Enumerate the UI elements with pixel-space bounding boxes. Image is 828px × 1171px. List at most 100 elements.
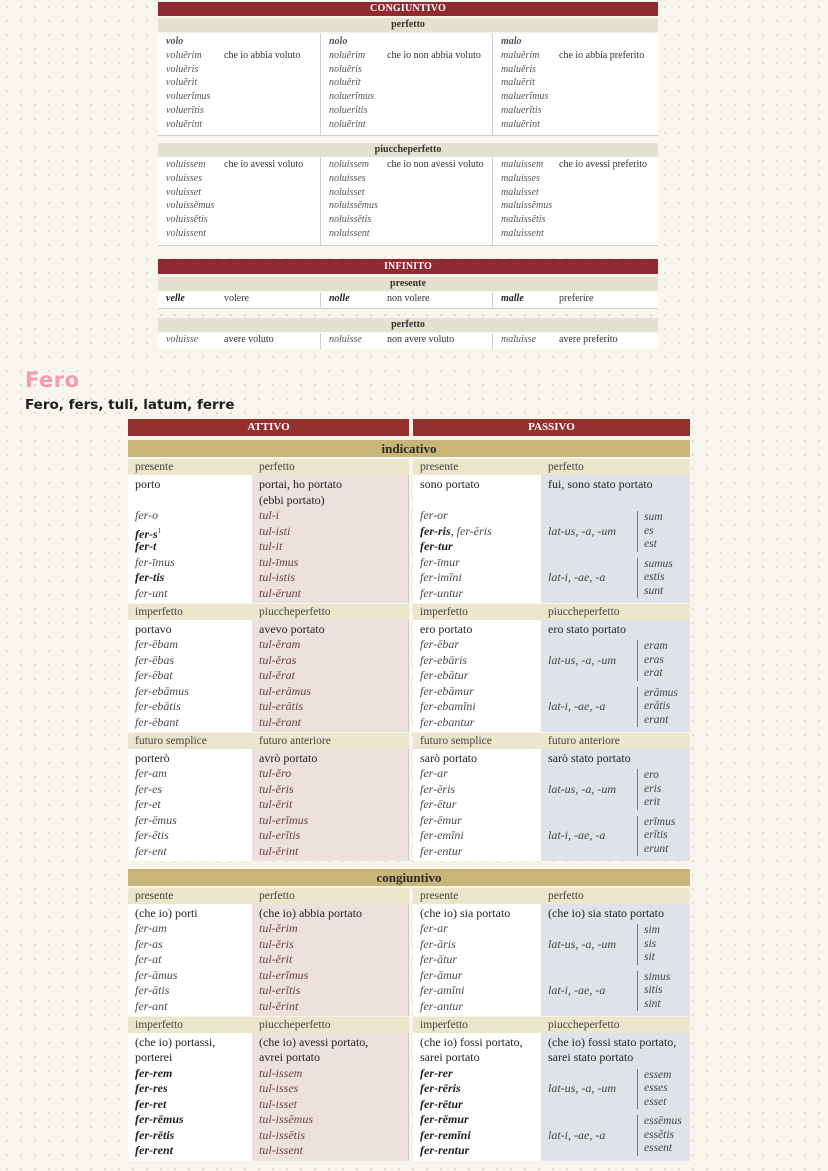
form-line: tul-ĕras	[252, 653, 408, 669]
form-line: fer-īmur	[413, 555, 541, 571]
form-line: porterò	[128, 751, 252, 767]
form-line: fer-ebamĭni	[413, 699, 541, 715]
latin-form: tul-it	[259, 539, 283, 553]
auxiliary-forms: ero eris erit	[637, 769, 661, 810]
form-line: (che io) abbia portato	[252, 906, 408, 922]
latin-form: fer-ētur	[420, 797, 457, 811]
auxiliary-form: ero	[644, 769, 659, 781]
form-line: avrei portato	[252, 1050, 408, 1066]
form-line: tul-isses	[252, 1081, 408, 1097]
tense-column: presente porto fer-o fer-s1 fer-t fer-īmus fer…	[128, 459, 252, 603]
tense-forms: (che io) sia stato portato lat-us, -a, -u…	[541, 903, 690, 1016]
mood-header-indicativo: indicativo	[128, 440, 690, 457]
auxiliary-form: sis	[644, 937, 657, 950]
auxiliary-form: erant	[644, 713, 669, 726]
form-line: fer-rentur	[413, 1143, 541, 1159]
form-line: sarò portato	[413, 751, 541, 767]
latin-form: maluĕrit	[501, 77, 535, 89]
auxiliary-form: essēmus	[644, 1115, 682, 1127]
form-line: voluĕrim che io abbia voluto	[158, 49, 320, 63]
form-line: fer-ar	[413, 766, 541, 782]
latin-form: tul-ĕrim	[259, 921, 298, 935]
latin-form: fer-ātis	[135, 983, 170, 997]
form-line: ero stato portato	[541, 622, 690, 638]
participle: lat-i, -ae, -a	[548, 1127, 606, 1142]
form-line: noluĕrit	[321, 76, 493, 90]
latin-form: tul-erāmus	[259, 683, 311, 698]
form-line: maluisset	[493, 186, 659, 200]
translation: sarei stato portato	[548, 1050, 634, 1064]
latin-form: noluissētis	[329, 214, 372, 226]
passivo-header: PASSIVO	[413, 419, 690, 436]
latin-form: fer-ātur	[420, 952, 458, 966]
latin-form: tul-ĕrint	[259, 998, 299, 1013]
form-line: noluĕrim che io non abbia voluto	[321, 49, 493, 63]
latin-form: fer-et	[135, 797, 161, 811]
latin-form: maluissent	[501, 227, 544, 239]
infinitive-line: voluisse avere voluto	[158, 333, 320, 347]
participle-group: lat-us, -a, -um sim sis sit	[541, 921, 690, 968]
tense-header: presente	[413, 459, 541, 475]
latin-form: fer-ēris	[420, 781, 456, 796]
latin-form: noluerĭtis	[329, 104, 368, 116]
translation: avere preferito	[559, 334, 618, 345]
form-line: fer-tur	[413, 539, 541, 555]
tense-column: imperfetto (che io) fossi portato, sarei p…	[413, 1016, 541, 1161]
latin-form: fer-āmur	[420, 967, 463, 982]
form-line: tul-isti	[252, 524, 408, 540]
tense-forms: ero portato fer-ēbar fer-ebāris fer-ebātur f…	[413, 619, 541, 732]
form-line	[128, 493, 252, 509]
mood-header-congiuntivo: congiuntivo	[128, 868, 690, 886]
tense-column: imperfetto ero portato fer-ēbar fer-ebāris f…	[413, 603, 541, 732]
congiuntivo-perfetto-panel: volo voluĕrim che io abbia voluto voluĕris v…	[158, 34, 658, 136]
verb-name-line: volo	[158, 35, 320, 49]
auxiliary-form: sum	[644, 511, 663, 523]
form-line: fer-ētur	[413, 797, 541, 813]
translation: porterò	[135, 750, 170, 765]
form-line: tul-erĭmus	[252, 968, 408, 984]
latin-form: fer-ebātis	[135, 699, 181, 713]
tense-header: perfetto	[541, 887, 690, 904]
latin-form: tul-erĭmus	[259, 967, 309, 982]
form-line: fer-ebātur	[413, 668, 541, 684]
form-line: noluĕris	[321, 63, 493, 77]
translation: non avere voluto	[387, 334, 455, 345]
auxiliary-form: sunt	[644, 584, 664, 597]
tense-forms: ero stato portato lat-us, -a, -um eram eras…	[541, 619, 690, 732]
form-line: fer-or	[413, 508, 541, 524]
latin-form: fer-ēbas	[135, 652, 175, 667]
form-line: fer-ret	[128, 1097, 252, 1113]
translation: (che io) porti	[135, 905, 198, 920]
verb-column: volo voluĕrim che io abbia voluto voluĕris v…	[158, 34, 320, 135]
latin-form: voluerĭmus	[166, 91, 211, 103]
form-line: tul-it	[252, 539, 408, 555]
form-line: tul-ĕris	[252, 782, 408, 798]
form-line: sono portato	[413, 477, 541, 493]
form-line: voluerĭmus	[158, 90, 320, 104]
auxiliary-form: sim	[644, 924, 660, 936]
infinitive-column: malle preferire	[492, 292, 659, 308]
latin-form: fer-tis	[135, 570, 165, 584]
form-line: fer-ēbat	[128, 668, 252, 684]
form-line: tul-ĕrim	[252, 921, 408, 937]
form-line: maluissent	[493, 227, 659, 241]
form-line: fer-rer	[413, 1066, 541, 1082]
participle-group: lat-i, -ae, -a essēmus essētis essent	[541, 1112, 690, 1159]
participle: lat-us, -a, -um	[548, 652, 616, 667]
form-line: fer-t	[128, 539, 252, 555]
latin-form: fer-rētur	[420, 1096, 463, 1111]
form-line: (che io) porti	[128, 906, 252, 922]
infinitive-form: malle	[501, 293, 524, 304]
participle: lat-i, -ae, -a	[548, 570, 606, 584]
translation: (che io) abbia portato	[259, 905, 362, 920]
form-line: fer-remĭni	[413, 1128, 541, 1144]
form-line: fer-āmur	[413, 968, 541, 984]
form-segment: fer-ēris	[456, 523, 492, 538]
auxiliary-form: eris	[644, 782, 662, 795]
latin-form: voluisses	[166, 172, 203, 184]
auxiliary-forms: erĭmus erĭtis erunt	[637, 815, 675, 856]
translation: volere	[224, 293, 249, 304]
verb-column: maluissem che io avessi preferito maluisse…	[492, 157, 659, 245]
latin-form: fer-ebātur	[420, 668, 469, 682]
latin-form: fer-ebāmur	[420, 683, 474, 698]
